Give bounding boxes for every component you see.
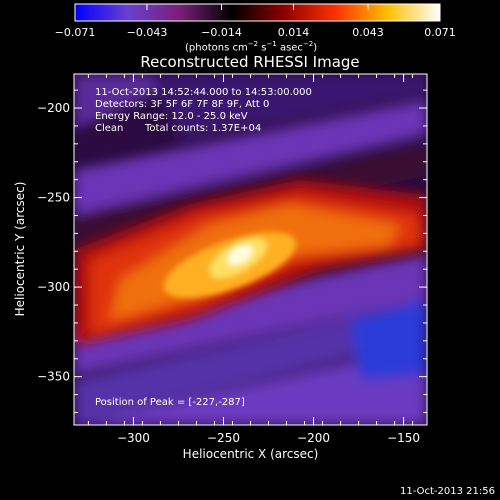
energy-range-text: Energy Range: 12.0 - 25.0 keV <box>95 111 248 122</box>
total-counts-text: Total counts: 1.37E+04 <box>145 123 262 134</box>
x-tick-label: −300 <box>117 431 150 445</box>
x-tick-label: −250 <box>207 431 240 445</box>
x-tick-label: −200 <box>297 431 330 445</box>
colorbar: −0.071 −0.043 −0.014 0.014 0.043 0.071 <box>55 3 456 39</box>
x-tick-label: −150 <box>387 431 420 445</box>
timestamp: 11-Oct-2013 21:56 <box>400 486 495 497</box>
colorbar-tick-label: −0.043 <box>127 26 168 39</box>
y-tick-label: −200 <box>37 101 70 115</box>
colorbar-tick-label: 0.014 <box>278 26 310 39</box>
y-tick-label: −350 <box>37 370 70 384</box>
colorbar-unit-label: (photons cm−2 s−1 asec−2) <box>185 40 318 54</box>
x-axis-label: Heliocentric X (arcsec) <box>182 447 319 461</box>
colorbar-gradient <box>75 4 440 21</box>
y-axis-label: Heliocentric Y (arcsec) <box>13 181 27 317</box>
detectors-text: Detectors: 3F 5F 6F 7F 8F 9F, Att 0 <box>95 99 270 110</box>
heatmap-image <box>74 74 427 425</box>
colorbar-tick-label: −0.014 <box>201 26 242 39</box>
y-tick-label: −300 <box>37 280 70 294</box>
peak-position-text: Position of Peak = [-227,-287] <box>95 397 245 408</box>
colorbar-tick-label: −0.071 <box>55 26 96 39</box>
colorbar-tick-label: 0.071 <box>424 26 456 39</box>
chart-title: Reconstructed RHESSI Image <box>140 53 360 71</box>
clean-text: Clean <box>95 123 124 134</box>
colorbar-frame <box>74 3 441 22</box>
time-range-text: 11-Oct-2013 14:52:44.000 to 14:53:00.000 <box>95 87 312 98</box>
colorbar-tick-label: 0.043 <box>352 26 384 39</box>
y-tick-label: −250 <box>37 191 70 205</box>
